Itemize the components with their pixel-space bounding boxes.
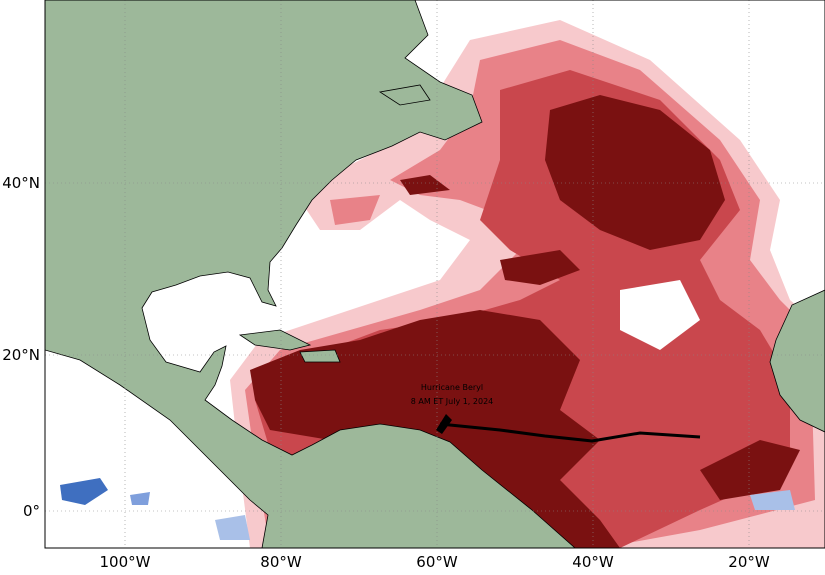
annotation-name: Hurricane Beryl	[421, 383, 483, 392]
hurricane-icon	[436, 414, 452, 434]
anomaly-shading	[230, 0, 825, 548]
lon-label: 40°W	[572, 553, 614, 571]
lat-label: 20°N	[2, 346, 40, 364]
lon-label: 100°W	[100, 553, 151, 571]
land	[44, 0, 825, 549]
lon-label: 20°W	[728, 553, 770, 571]
storm-track	[439, 422, 701, 443]
lon-label: 80°W	[260, 553, 302, 571]
annotation-time: 8 AM ET July 1, 2024	[411, 397, 494, 406]
frame	[44, 0, 825, 549]
graticule	[45, 0, 825, 548]
lat-label: 40°N	[2, 174, 40, 192]
lon-label: 60°W	[416, 553, 458, 571]
lat-label: 0°	[23, 502, 40, 520]
